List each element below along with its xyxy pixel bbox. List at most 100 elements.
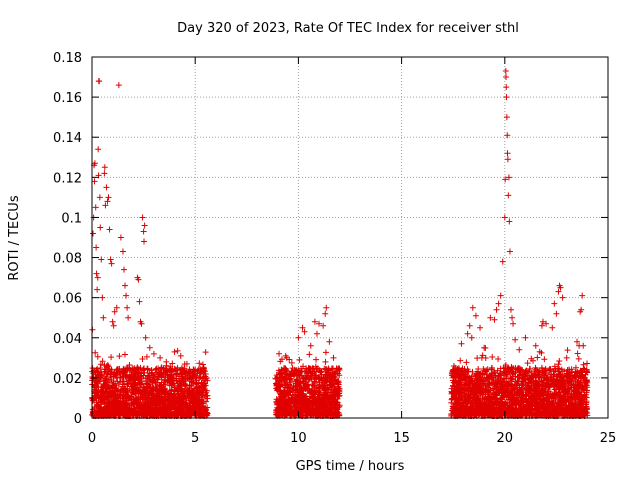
data-point — [104, 394, 111, 401]
data-point — [285, 399, 292, 406]
data-point — [141, 238, 148, 245]
data-point — [539, 318, 546, 325]
data-point — [507, 374, 514, 381]
data-point — [133, 395, 140, 402]
data-point — [90, 230, 97, 237]
data-point — [469, 304, 476, 311]
data-point — [331, 389, 338, 396]
data-point — [468, 334, 475, 341]
data-point — [533, 399, 540, 406]
data-point — [104, 198, 111, 205]
data-point — [161, 402, 168, 409]
data-point — [506, 396, 513, 403]
data-point — [299, 401, 306, 408]
data-point — [119, 383, 126, 390]
data-point — [124, 381, 131, 388]
data-point — [203, 374, 210, 381]
data-point — [108, 369, 115, 376]
data-point — [174, 391, 181, 398]
data-point — [314, 365, 321, 372]
data-point — [160, 389, 167, 396]
data-point — [308, 412, 315, 419]
data-point — [167, 366, 174, 373]
data-point — [163, 410, 170, 417]
data-point — [150, 350, 157, 357]
data-point — [147, 408, 154, 415]
data-point — [119, 404, 126, 411]
data-point — [100, 375, 107, 382]
data-point — [545, 367, 552, 374]
data-point — [522, 368, 529, 375]
data-point — [555, 361, 562, 368]
data-point — [108, 354, 115, 361]
data-point — [124, 304, 131, 311]
data-point — [500, 378, 507, 385]
data-point — [120, 411, 127, 418]
data-point — [174, 364, 181, 371]
data-point — [109, 318, 116, 325]
data-point — [166, 411, 173, 418]
data-point — [284, 403, 291, 410]
data-point — [569, 369, 576, 376]
data-point — [112, 409, 119, 416]
data-point — [452, 394, 459, 401]
data-point — [499, 258, 506, 265]
data-point — [301, 328, 308, 335]
data-point — [100, 314, 107, 321]
data-point — [102, 366, 109, 373]
data-point — [544, 403, 551, 410]
data-point — [290, 401, 297, 408]
data-point — [293, 372, 300, 379]
data-point — [334, 380, 341, 387]
data-point — [457, 393, 464, 400]
data-point — [490, 368, 497, 375]
data-point — [309, 365, 316, 372]
data-point — [137, 401, 144, 408]
data-point — [107, 405, 114, 412]
data-point — [198, 379, 205, 386]
data-point — [186, 402, 193, 409]
data-point — [296, 356, 303, 363]
data-point — [127, 367, 134, 374]
data-point — [196, 370, 203, 377]
data-point — [110, 322, 117, 329]
data-point — [327, 394, 334, 401]
data-point — [191, 406, 198, 413]
data-point — [144, 387, 151, 394]
data-point — [504, 156, 511, 163]
data-point — [122, 282, 129, 289]
data-point — [551, 300, 558, 307]
data-point — [105, 194, 112, 201]
data-point — [134, 410, 141, 417]
data-point — [302, 375, 309, 382]
data-point — [490, 393, 497, 400]
data-point — [504, 132, 511, 139]
data-point — [480, 403, 487, 410]
data-point — [148, 367, 155, 374]
data-point — [177, 381, 184, 388]
data-point — [276, 383, 283, 390]
grid-lines — [92, 57, 608, 418]
data-point — [124, 393, 131, 400]
data-point — [120, 266, 127, 273]
data-point — [307, 408, 314, 415]
data-point — [281, 387, 288, 394]
data-point — [277, 358, 284, 365]
data-point — [307, 342, 314, 349]
data-point — [149, 372, 156, 379]
data-point — [144, 373, 151, 380]
data-point — [278, 379, 285, 386]
data-point — [273, 401, 280, 408]
data-point — [505, 192, 512, 199]
data-point — [302, 378, 309, 385]
data-point — [509, 391, 516, 398]
data-point — [329, 372, 336, 379]
data-point — [472, 312, 479, 319]
data-point — [493, 381, 500, 388]
data-point — [138, 375, 145, 382]
data-point — [203, 398, 210, 405]
data-point — [580, 342, 587, 349]
data-point — [179, 404, 186, 411]
data-point — [329, 409, 336, 416]
data-point — [295, 379, 302, 386]
